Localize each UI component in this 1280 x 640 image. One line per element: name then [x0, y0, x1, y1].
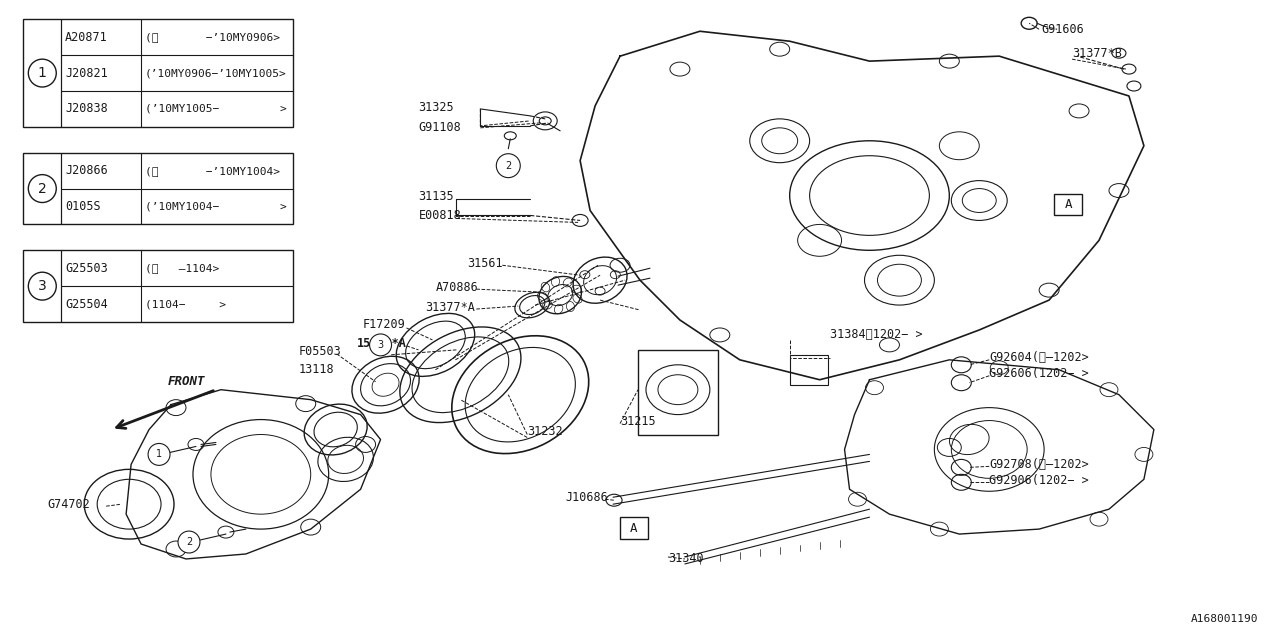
Circle shape — [28, 272, 56, 300]
Text: G25503: G25503 — [65, 262, 108, 275]
Bar — [1055, 193, 1082, 216]
Text: A168001190: A168001190 — [1192, 614, 1258, 623]
Text: G74702: G74702 — [47, 498, 90, 511]
Text: 31561: 31561 — [467, 257, 503, 269]
Text: 3: 3 — [378, 340, 384, 350]
Text: 31377*A: 31377*A — [425, 301, 475, 314]
Bar — [637, 350, 718, 435]
Text: 31340: 31340 — [668, 552, 704, 566]
Text: J20838: J20838 — [65, 102, 108, 115]
Text: G92708(　–1202>: G92708( –1202> — [989, 458, 1089, 471]
Text: 31232: 31232 — [527, 425, 563, 438]
Text: G91606: G91606 — [1041, 23, 1084, 36]
Text: G25504: G25504 — [65, 298, 108, 310]
Text: 13118: 13118 — [298, 364, 334, 376]
Circle shape — [148, 444, 170, 465]
Text: 31384（1202− >: 31384（1202− > — [829, 328, 922, 341]
Text: E00818: E00818 — [419, 209, 461, 222]
Text: 31377*B: 31377*B — [1073, 47, 1123, 60]
Text: F17209: F17209 — [362, 319, 406, 332]
Bar — [23, 19, 293, 127]
Text: (　       −’10MY1004>: ( −’10MY1004> — [145, 166, 280, 175]
Text: 2: 2 — [38, 182, 46, 196]
Text: A: A — [630, 522, 637, 534]
Text: G92604(　–1202>: G92604( –1202> — [989, 351, 1089, 364]
Text: (1104−     >: (1104− > — [145, 299, 227, 309]
Text: (’10MY1005−         >: (’10MY1005− > — [145, 104, 287, 114]
Text: 2: 2 — [186, 537, 192, 547]
Text: G92606(1202− >: G92606(1202− > — [989, 367, 1089, 380]
Bar — [23, 153, 293, 225]
Bar — [790, 355, 828, 385]
Text: (’10MY1004−         >: (’10MY1004− > — [145, 202, 287, 211]
Circle shape — [28, 175, 56, 202]
Text: (’10MY0906−’10MY1005>: (’10MY0906−’10MY1005> — [145, 68, 287, 78]
Text: 31135: 31135 — [419, 190, 454, 203]
Text: J10686: J10686 — [566, 491, 608, 504]
Bar — [620, 517, 648, 539]
Bar — [23, 250, 293, 322]
Text: G92906(1202− >: G92906(1202− > — [989, 474, 1089, 487]
Text: 0105S: 0105S — [65, 200, 101, 213]
Text: (　   –1104>: ( –1104> — [145, 263, 219, 273]
Text: F05503: F05503 — [298, 346, 342, 358]
Text: 1: 1 — [156, 449, 163, 460]
Text: (　       −’10MY0906>: ( −’10MY0906> — [145, 32, 280, 42]
Text: 31325: 31325 — [419, 101, 454, 115]
Text: A: A — [1064, 198, 1071, 211]
Circle shape — [370, 334, 392, 356]
Text: 15063*A: 15063*A — [357, 337, 407, 350]
Text: J20821: J20821 — [65, 67, 108, 79]
Circle shape — [497, 154, 520, 178]
Text: J20866: J20866 — [65, 164, 108, 177]
Text: A70886: A70886 — [435, 281, 479, 294]
Circle shape — [28, 59, 56, 87]
Text: FRONT: FRONT — [168, 374, 205, 388]
Text: 1: 1 — [38, 66, 47, 80]
Text: G91108: G91108 — [419, 122, 461, 134]
Text: 2: 2 — [506, 161, 512, 171]
Circle shape — [178, 531, 200, 553]
Text: 3: 3 — [38, 279, 46, 293]
Text: A20871: A20871 — [65, 31, 108, 44]
Text: 31215: 31215 — [620, 415, 655, 428]
